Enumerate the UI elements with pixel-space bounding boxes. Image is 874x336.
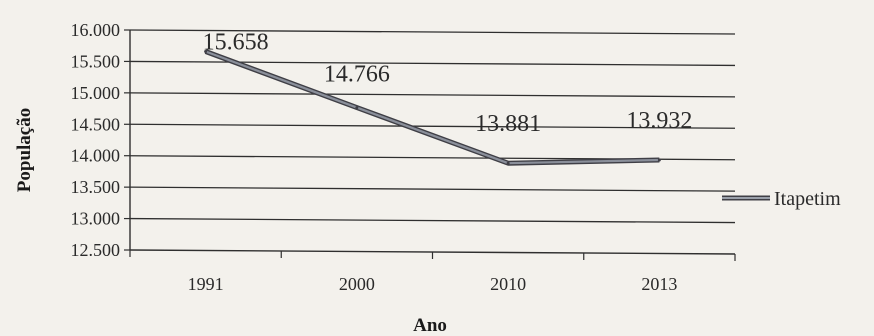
y-axis-title: População	[14, 108, 35, 192]
data-labels: 15.658 14.766 13.881 13.932	[203, 29, 693, 137]
legend-label-itapetim: Itapetim	[774, 188, 841, 210]
y-tick-label-15.500: 15.500	[71, 51, 121, 71]
data-label-2010: 13.881	[475, 111, 541, 137]
gridline-15.000	[129, 92, 736, 98]
data-point-2013	[657, 158, 661, 162]
gridline-16.000	[129, 29, 736, 35]
gridline-13.500	[129, 186, 736, 192]
y-tick-label-13.500: 13.500	[71, 177, 121, 197]
series-lines	[204, 49, 661, 166]
series-line-Itapetim	[205, 50, 660, 165]
y-tick-label-14.500: 14.500	[71, 114, 121, 134]
data-point-2000	[355, 106, 359, 110]
y-tick-label-15.000: 15.000	[71, 83, 121, 103]
data-point-2010	[506, 161, 510, 165]
x-tick-label-2013: 2013	[641, 274, 677, 294]
y-tick-label-14.000: 14.000	[71, 146, 121, 166]
legend: Itapetim	[722, 188, 841, 210]
data-label-2000: 14.766	[324, 62, 390, 88]
x-axis-title: Ano	[413, 315, 447, 336]
y-tick-label-13.000: 13.000	[71, 209, 121, 229]
data-label-1991: 15.658	[203, 29, 269, 55]
x-tick-label-2010: 2010	[490, 274, 526, 294]
y-tick-label-16.000: 16.000	[71, 20, 121, 40]
series-line-outer-Itapetim	[204, 49, 660, 166]
gridline-14.500	[129, 123, 736, 129]
gridline-13.000	[129, 217, 736, 224]
gridline-15.500	[129, 60, 736, 67]
y-tick-label-12.500: 12.500	[71, 240, 121, 260]
x-tick-label-1991: 1991	[188, 274, 224, 294]
axes	[124, 29, 736, 261]
x-tick-label-2000: 2000	[339, 274, 375, 294]
data-label-2013: 13.932	[626, 108, 692, 134]
data-point-1991	[204, 49, 208, 53]
tick-labels: 12.500 13.000 13.500 14.000 14.500 15.000 15.5…	[71, 20, 678, 294]
